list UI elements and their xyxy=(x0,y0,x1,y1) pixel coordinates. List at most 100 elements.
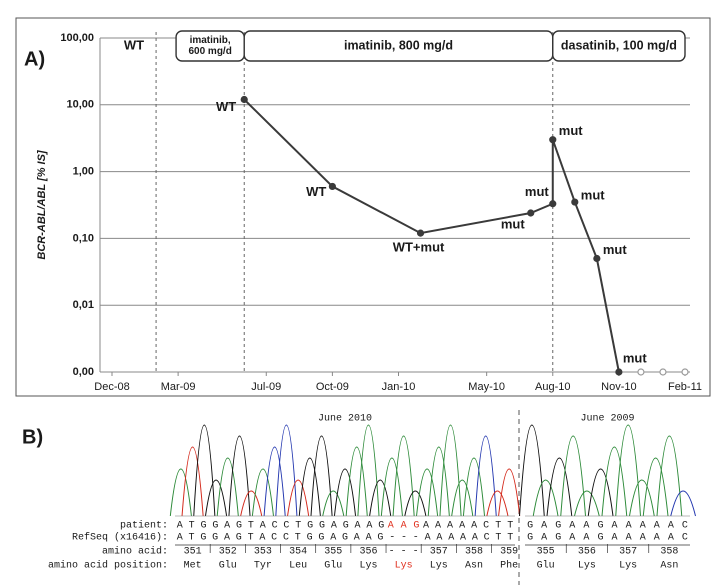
therapy-label: imatinib, xyxy=(190,35,231,46)
point-label: mut xyxy=(581,187,606,202)
data-point xyxy=(572,199,578,205)
amino-acid: Leu xyxy=(289,561,307,572)
row-label: patient: xyxy=(120,520,168,532)
chromatogram-peak xyxy=(170,469,191,516)
patient-sequence: GAGAAGAAAAAC xyxy=(527,521,688,532)
chromatogram-peak xyxy=(602,447,627,516)
aa-position: 354 xyxy=(289,547,307,558)
row-label: amino acid position: xyxy=(48,560,168,572)
amino-acid: Lys xyxy=(578,561,596,572)
chromatogram-peak xyxy=(475,436,496,516)
chromatogram-peak xyxy=(288,480,309,516)
x-tick-label: Mar-09 xyxy=(161,381,196,393)
annotation: WT xyxy=(124,37,144,52)
amino-acid: Lys xyxy=(430,561,448,572)
y-tick-label: 0,10 xyxy=(73,232,94,244)
amino-acid: Asn xyxy=(660,561,678,572)
aa-position: 356 xyxy=(578,547,596,558)
y-tick-label: 0,01 xyxy=(73,299,94,311)
trace-title: June 2010 xyxy=(318,414,372,425)
y-tick-label: 10,00 xyxy=(66,99,94,111)
chromatogram-peak xyxy=(252,469,273,516)
point-label: mut xyxy=(501,216,526,231)
x-tick-label: Nov-10 xyxy=(601,381,636,393)
y-axis-title: BCR-ABL/ABL [% IS] xyxy=(36,150,48,260)
page: A) BCR-ABL/ABL [% IS] B) 100,00 10,00 1,00… xyxy=(0,0,723,585)
aa-position: 357 xyxy=(619,547,637,558)
data-point xyxy=(638,369,644,375)
y-tick-label: 0,00 xyxy=(73,366,94,378)
chromatogram-peak xyxy=(657,436,682,516)
therapy-label: dasatinib, 100 mg/d xyxy=(561,38,677,52)
y-tick-label: 1,00 xyxy=(73,166,94,178)
chromatogram-peak xyxy=(299,458,320,516)
trace-title: June 2009 xyxy=(580,414,634,425)
chromatogram-peak xyxy=(643,458,668,516)
amino-acid: Glu xyxy=(219,560,237,572)
therapy-label: 600 mg/d xyxy=(188,46,231,57)
chromatogram-peak xyxy=(346,447,367,516)
chromatogram-peak xyxy=(588,469,613,516)
aa-position: 359 xyxy=(500,547,518,558)
data-point xyxy=(660,369,666,375)
data-point xyxy=(329,183,335,189)
chromatogram-peak xyxy=(323,491,344,516)
chromatogram-peak xyxy=(463,458,484,516)
chromatogram-peak xyxy=(217,458,238,516)
point-label: WT+mut xyxy=(393,240,445,255)
chromatogram-peak xyxy=(616,425,641,516)
x-tick-label: Oct-09 xyxy=(316,381,349,393)
aa-position: - - - xyxy=(389,547,419,558)
chromatogram-peak xyxy=(264,447,285,516)
chromatogram-peak xyxy=(311,436,332,516)
point-label: mut xyxy=(559,123,584,138)
aa-position: 358 xyxy=(465,547,483,558)
chromatogram-peak xyxy=(428,447,449,516)
chromatogram-peak xyxy=(452,480,473,516)
data-point xyxy=(616,369,622,375)
x-tick-label: Jan-10 xyxy=(382,381,416,393)
amino-acid: Lys xyxy=(359,561,377,572)
panel-label: B) xyxy=(22,426,43,448)
aa-position: 353 xyxy=(254,547,272,558)
amino-acid: Asn xyxy=(465,561,483,572)
data-point xyxy=(550,201,556,207)
data-point xyxy=(241,97,247,103)
chromatogram-peak xyxy=(393,436,414,516)
panel-label: A) xyxy=(24,48,45,70)
x-tick-label: Aug-10 xyxy=(535,381,570,393)
chromatogram-peak xyxy=(205,480,226,516)
chromatogram-peak xyxy=(229,436,250,516)
data-point xyxy=(550,137,556,143)
patient-sequence: ATGGAGTACCTGGAGAAG xyxy=(177,521,385,532)
chromatogram-peak xyxy=(575,491,600,516)
amino-acid: Lys xyxy=(395,561,413,572)
amino-acid: Phe xyxy=(500,560,518,572)
chromatogram-peak xyxy=(182,447,203,516)
x-tick-label: Dec-08 xyxy=(94,381,129,393)
amino-acid: Glu xyxy=(537,560,555,572)
panel-frame xyxy=(16,18,710,396)
x-tick-label: Jul-09 xyxy=(251,381,281,393)
chromatogram-peak xyxy=(533,480,558,516)
chromatogram-peak xyxy=(276,425,297,516)
row-label: RefSeq (x16416): xyxy=(72,532,168,544)
figure: A) BCR-ABL/ABL [% IS] B) 100,00 10,00 1,00… xyxy=(0,0,723,585)
chromatogram-peak xyxy=(334,469,355,516)
chromatogram-peak xyxy=(370,480,391,516)
chromatogram-peak xyxy=(487,491,508,516)
patient-sequence: AAG xyxy=(388,521,420,532)
row-label: amino acid: xyxy=(102,546,168,558)
chromatogram-peak xyxy=(417,469,438,516)
aa-position: 356 xyxy=(359,547,377,558)
chromatogram-peak xyxy=(194,425,215,516)
point-label: mut xyxy=(623,350,648,365)
point-label: mut xyxy=(525,184,550,199)
x-tick-label: May-10 xyxy=(468,381,505,393)
patient-sequence: AAAAACTT xyxy=(423,521,513,532)
refseq-sequence: ATGGAGTACCTGGAGAAG---AAAAACTT xyxy=(177,533,513,544)
y-tick-label: 100,00 xyxy=(60,32,94,44)
point-label: WT xyxy=(216,99,236,114)
amino-acid: Met xyxy=(184,561,202,572)
amino-acid: Glu xyxy=(324,560,342,572)
